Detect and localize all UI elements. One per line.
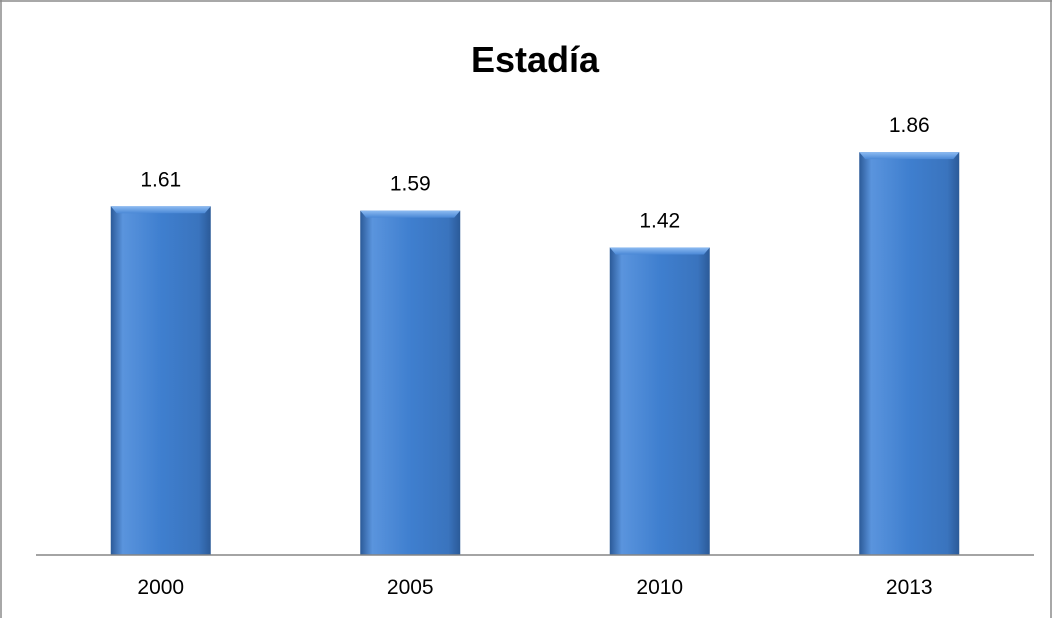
x-tick-label-2000: 2000	[137, 576, 184, 599]
bar-bevel	[110, 206, 211, 214]
value-label-2005: 1.59	[390, 173, 431, 196]
x-tick-labels-group: 2000 2005 2010 2013	[137, 576, 932, 599]
bars-group	[110, 152, 960, 555]
value-label-2013: 1.86	[889, 114, 930, 137]
bar-bevel	[859, 152, 960, 160]
chart-title: Estadía	[471, 39, 600, 80]
x-tick-label-2010: 2010	[636, 576, 683, 599]
value-label-2010: 1.42	[639, 209, 680, 232]
bar-bevel	[609, 247, 710, 255]
x-tick-label-2013: 2013	[886, 576, 933, 599]
value-label-2000: 1.61	[140, 168, 181, 191]
bar-2005	[360, 210, 461, 555]
value-labels-group: 1.61 1.59 1.42 1.86	[140, 114, 929, 232]
bar-2010	[609, 247, 710, 555]
bar-bevel	[360, 210, 461, 218]
bar-rect	[609, 247, 710, 555]
bar-rect	[110, 206, 211, 555]
bar-rect	[360, 210, 461, 555]
bar-2000	[110, 206, 211, 555]
bar-rect	[859, 152, 960, 555]
bar-2013	[859, 152, 960, 555]
x-tick-label-2005: 2005	[387, 576, 434, 599]
